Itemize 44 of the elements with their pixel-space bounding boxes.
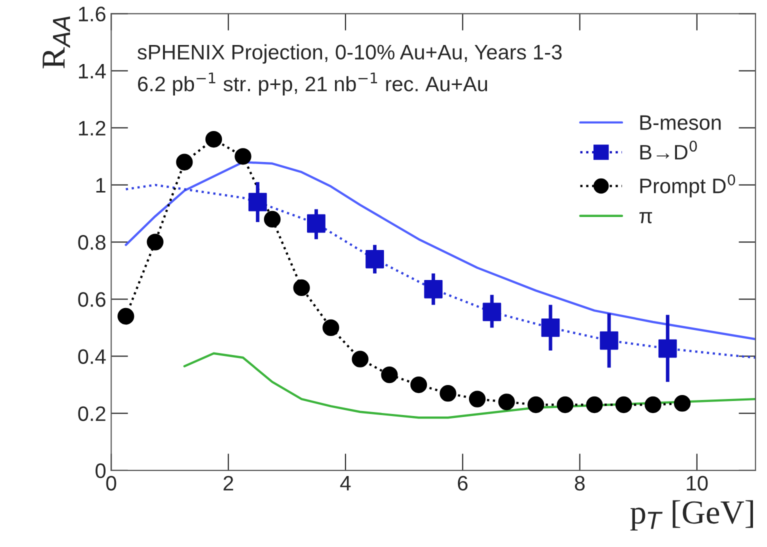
y-tick-label: 0.6 [78,292,106,307]
y-tick-label: 1.6 [78,6,106,22]
point [440,385,456,402]
point [644,396,662,414]
point [118,308,134,325]
point [264,210,281,228]
annotation: sPHENIX Projection, 0-10% Au+Au, Years 1-3 [138,44,562,64]
point [234,148,252,165]
point [674,395,691,412]
x-tick-label: 4 [340,476,351,490]
point [556,396,574,414]
point [293,279,310,296]
y-tick-label: 1.4 [78,64,106,78]
x-tick-label: 2 [224,476,234,490]
y-tick-label: 0.8 [78,235,106,250]
point [468,390,486,408]
point [498,394,515,410]
x-tick-label: 0 [106,476,116,491]
legend-label: Prompt D$^{0}$ [640,174,736,198]
point [381,366,398,384]
y-tick-label: 1.2 [78,120,106,136]
point [352,350,368,368]
line-series [183,352,756,419]
legend-label: π [639,212,652,224]
legend-label: B→D$^{0}$ [640,140,697,160]
y-tick-label: 0.4 [78,349,106,364]
y-tick-label: 0 [96,463,106,478]
point [586,396,603,414]
point [528,396,544,414]
y-axis-title: R$_{AA}$ [42,16,70,68]
x-tick-label: 10 [686,476,708,491]
point [322,319,340,336]
point [205,130,222,148]
legend-label: B-meson [640,115,721,130]
y-tick-label: 1 [96,178,106,193]
x-tick-label: 8 [574,476,585,491]
x-axis-title: p$_{T}$ [GeV] [630,500,753,530]
y-tick-label: 0.2 [78,406,106,422]
point [410,376,428,394]
annotation: 6.2 pb$^{−1}$ str. p+p, 21 nb$^{−1}$ rec. Au+Au [138,72,488,96]
point [615,396,632,414]
point [176,154,193,170]
point [146,234,164,250]
x-tick-label: 6 [458,476,468,491]
